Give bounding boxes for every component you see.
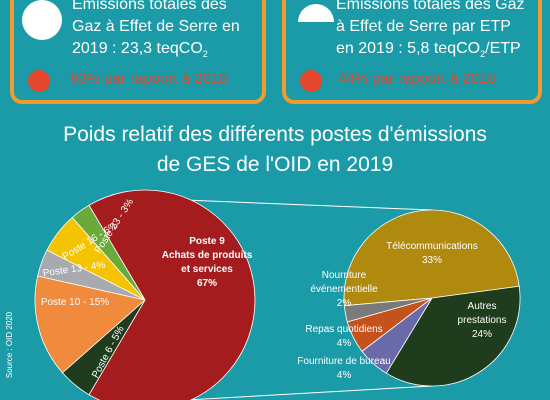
- pie-slice: [34, 275, 146, 374]
- trend-text: 93% par rapport à 2018: [70, 70, 228, 87]
- label-line: prestations: [458, 315, 507, 326]
- label-line: Autres: [468, 301, 497, 312]
- label-line: 67%: [197, 278, 217, 289]
- chart-title: Poids relatif des différents postes d'ém…: [0, 120, 550, 180]
- connector: [191, 199, 433, 211]
- trend-icon: [300, 70, 322, 92]
- card-line: 2019 : 23,3 teqCO2: [72, 38, 240, 65]
- title-line: de GES de l'OID en 2019: [156, 153, 394, 176]
- card-line: en 2019 : 5,8 teqCO2/ETP: [336, 38, 525, 65]
- slice-label: Autres prestations 24%: [458, 301, 507, 340]
- pie-slice: [343, 209, 520, 307]
- card-line: /ETP: [485, 40, 521, 57]
- connector: [191, 385, 433, 400]
- icon: [298, 4, 334, 22]
- card-text: Émissions totales des Gaz à Effet de Ser…: [72, 0, 240, 65]
- card-line: Émissions totales des Gaz: [336, 0, 525, 13]
- slice-label: Poste 10 - 15%: [41, 297, 109, 308]
- label-line: 4%: [337, 338, 352, 349]
- card-line: à Effet de Serre par ETP: [336, 18, 511, 35]
- slice-label: Poste 9 Achats de produits et services 67%: [162, 236, 253, 289]
- card: Émissions totales des Gaz à Effet de Ser…: [10, 0, 266, 104]
- label-line: Achats de produits: [162, 250, 253, 261]
- label-line: Repas quotidiens: [305, 324, 382, 335]
- card-line: Émissions totales des: [72, 0, 227, 13]
- label-line: Poste 9: [189, 236, 225, 247]
- slice-label: Repas quotidiens 4%: [305, 324, 382, 349]
- label-line: 33%: [422, 255, 442, 266]
- title-line: Poids relatif des différents postes d'ém…: [63, 123, 487, 146]
- pie-slice: [71, 204, 146, 301]
- label-line: 24%: [472, 329, 492, 340]
- source: Source : OID 2020: [5, 311, 14, 378]
- card-text: Émissions totales des Gaz à Effet de Ser…: [336, 0, 525, 65]
- card-line: 2019 : 23,3 teqCO: [72, 40, 203, 57]
- label-line: 2%: [337, 298, 352, 309]
- trend-icon: [28, 70, 50, 92]
- card-line: en 2019 : 5,8 teqCO: [336, 40, 481, 57]
- trend-text: 44% par rapport à 2018: [338, 70, 496, 87]
- label-line: Poste 10 - 15%: [41, 297, 109, 308]
- label-line: événementielle: [310, 284, 378, 295]
- subscript: 2: [202, 49, 208, 60]
- card: Émissions totales des Gaz à Effet de Ser…: [282, 0, 542, 104]
- label-line: Nourriture: [322, 270, 367, 281]
- label-line: Fourniture de bureau: [297, 356, 390, 367]
- card-line: Gaz à Effet de Serre en: [72, 18, 240, 35]
- pie-slice: [88, 189, 256, 400]
- subscript: 2: [480, 49, 486, 60]
- label-line: 4%: [337, 370, 352, 381]
- slice-label: Nourriture événementielle 2%: [310, 270, 378, 309]
- slice-label: Télécommunications 33%: [386, 241, 478, 266]
- pie-slice: [343, 297, 433, 323]
- pie-slice: [385, 285, 521, 387]
- icon: [22, 0, 62, 40]
- label-line: Télécommunications: [386, 241, 478, 252]
- label-line: et services: [181, 264, 233, 275]
- slice-label: Fourniture de bureau 4%: [297, 356, 390, 381]
